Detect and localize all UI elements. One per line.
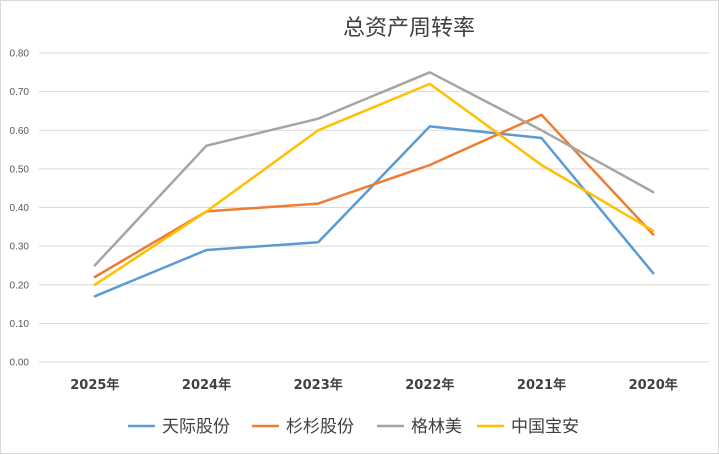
y-tick-label: 0.30 <box>10 242 30 253</box>
legend-label-0: 天际股份 <box>162 417 230 437</box>
x-tick-label: 2023年 <box>294 377 343 393</box>
series-line-1 <box>93 113 655 279</box>
x-tick-label: 2020年 <box>629 377 678 393</box>
y-tick-label: 0.60 <box>10 126 30 137</box>
chart-title: 总资产周转率 <box>343 16 475 41</box>
y-tick-label: 0.40 <box>10 203 30 214</box>
series-lines <box>93 71 655 298</box>
legend: 天际股份 杉杉股份 格林美 中国宝安 <box>128 417 579 437</box>
legend-label-2: 格林美 <box>411 417 462 437</box>
grid-lines <box>39 52 709 363</box>
series-line-2 <box>93 71 655 267</box>
y-tick-label: 0.10 <box>10 319 30 330</box>
y-tick-label: 0.70 <box>10 87 30 98</box>
y-tick-label: 0.50 <box>10 164 30 175</box>
legend-label-3: 中国宝安 <box>511 417 579 437</box>
legend-label-1: 杉杉股份 <box>286 417 354 437</box>
x-axis-ticks: 2025年 2024年 2023年 2022年 2021年 2020年 <box>70 377 678 393</box>
series-line-3 <box>93 82 655 287</box>
y-tick-label: 0.20 <box>10 280 30 291</box>
y-tick-label: 0.00 <box>10 358 30 369</box>
x-tick-label: 2022年 <box>405 377 454 393</box>
series-line-0 <box>93 125 655 298</box>
y-axis-ticks: 0.00 0.10 0.20 0.30 0.40 0.50 0.60 0.70 0.80 <box>10 49 30 369</box>
y-tick-label: 0.80 <box>10 49 30 60</box>
x-tick-label: 2021年 <box>517 377 566 393</box>
x-tick-label: 2024年 <box>182 377 231 393</box>
x-tick-label: 2025年 <box>70 377 119 393</box>
